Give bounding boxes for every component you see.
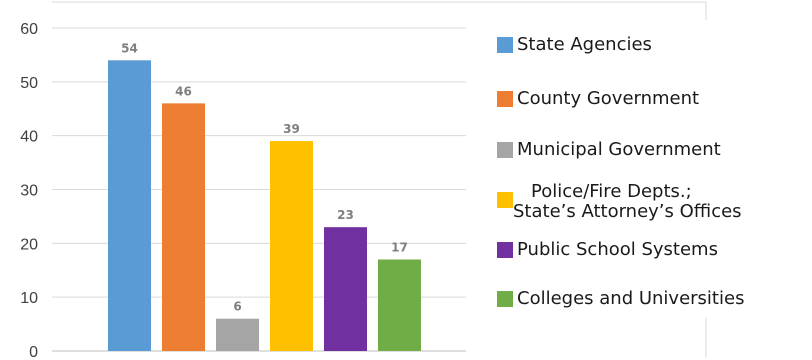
bar bbox=[216, 318, 259, 351]
bars bbox=[108, 60, 421, 352]
legend-swatch-state-agencies bbox=[497, 37, 513, 53]
legend-item-state-agencies: State Agencies bbox=[497, 35, 652, 55]
y-axis: 0 10 20 30 40 50 60 bbox=[20, 21, 38, 360]
bar bbox=[324, 227, 367, 351]
legend-label-colleges-universities: Colleges and Universities bbox=[517, 288, 745, 309]
data-label: 54 bbox=[121, 41, 138, 55]
y-tick-label: 50 bbox=[20, 75, 38, 92]
legend-item-police-fire: Police/Fire Depts.; State’s Attorney’s O… bbox=[497, 182, 742, 222]
legend-label-municipal-government: Municipal Government bbox=[517, 139, 721, 160]
legend-item-public-school-systems: Public School Systems bbox=[497, 240, 718, 260]
legend-swatch-colleges-universities bbox=[497, 291, 513, 307]
data-label: 23 bbox=[337, 208, 354, 222]
y-tick-label: 40 bbox=[20, 129, 38, 146]
y-tick-label: 60 bbox=[20, 21, 38, 38]
legend-label-police-fire: Police/Fire Depts.; State’s Attorney’s O… bbox=[513, 181, 742, 222]
legend-item-colleges-universities: Colleges and Universities bbox=[497, 289, 744, 309]
data-label: 17 bbox=[391, 240, 408, 254]
legend-label-public-school-systems: Public School Systems bbox=[517, 239, 718, 260]
legend-swatch-public-school-systems bbox=[497, 242, 513, 258]
legend-label-county-government: County Government bbox=[517, 88, 700, 109]
legend-item-county-government: County Government bbox=[497, 89, 699, 109]
legend-label-state-agencies: State Agencies bbox=[517, 34, 652, 55]
bar bbox=[162, 103, 205, 351]
legend-label-police-fire-line2: State’s Attorney’s Offices bbox=[513, 201, 742, 222]
y-tick-label: 30 bbox=[20, 183, 38, 200]
legend: State Agencies County Government Municip… bbox=[497, 0, 809, 340]
y-tick-label: 20 bbox=[20, 236, 38, 253]
legend-label-police-fire-line1: Police/Fire Depts.; bbox=[531, 181, 692, 202]
legend-item-municipal-government: Municipal Government bbox=[497, 140, 721, 160]
legend-swatch-police-fire bbox=[497, 192, 513, 208]
legend-swatch-county-government bbox=[497, 91, 513, 107]
data-labels: 54 46 6 39 23 17 bbox=[121, 41, 408, 313]
y-tick-label: 10 bbox=[20, 290, 38, 307]
bar bbox=[270, 141, 313, 351]
bar bbox=[378, 259, 421, 351]
data-label: 6 bbox=[233, 300, 241, 314]
bar bbox=[108, 60, 151, 352]
data-label: 39 bbox=[283, 122, 300, 136]
data-label: 46 bbox=[175, 84, 192, 98]
y-tick-label: 0 bbox=[29, 344, 38, 360]
legend-swatch-municipal-government bbox=[497, 142, 513, 158]
